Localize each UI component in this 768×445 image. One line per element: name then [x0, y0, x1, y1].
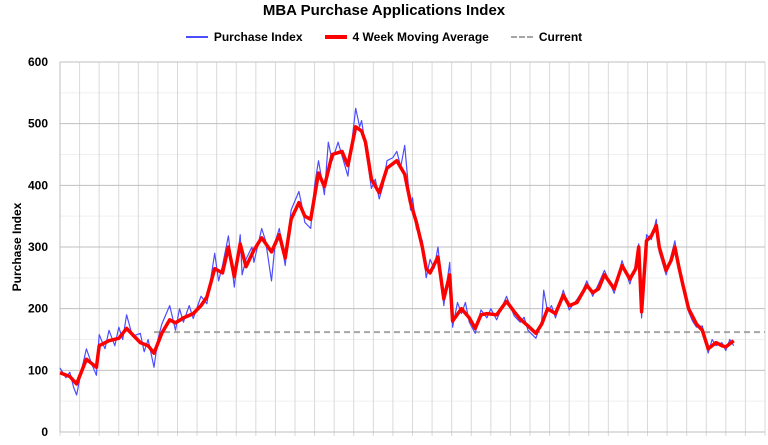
legend-item-moving-average: 4 Week Moving Average — [324, 30, 489, 44]
series-line-purchase-index — [59, 107, 735, 396]
chart-title: MBA Purchase Applications Index — [262, 2, 506, 19]
series-line-moving-average — [59, 125, 735, 386]
y-tick-label: 600 — [28, 55, 48, 69]
y-tick-label: 200 — [28, 302, 48, 316]
legend-swatch-dashed — [510, 36, 533, 38]
legend-swatch-blue — [185, 36, 208, 38]
y-tick-label: 300 — [28, 240, 48, 254]
y-tick-label: 0 — [41, 425, 48, 439]
legend-item-purchase-index: Purchase Index — [185, 30, 303, 44]
legend-label: Current — [538, 30, 583, 44]
legend-label: Purchase Index — [213, 30, 303, 44]
y-tick-label: 100 — [28, 363, 48, 377]
legend: Purchase Index 4 Week Moving Average Cur… — [0, 30, 768, 44]
y-tick-label: 500 — [28, 117, 48, 131]
y-tick-label: 400 — [28, 178, 48, 192]
legend-swatch-red — [324, 35, 347, 39]
legend-item-current: Current — [510, 30, 583, 44]
legend-label: 4 Week Moving Average — [352, 30, 489, 44]
